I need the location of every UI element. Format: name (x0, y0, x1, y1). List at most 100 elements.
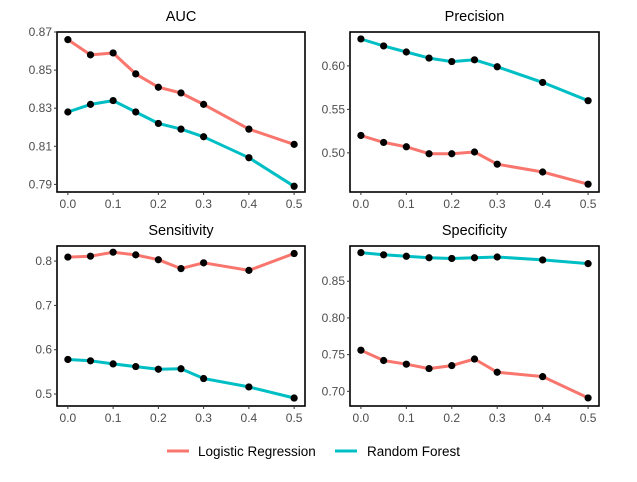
data-point-logistic-regression (177, 265, 185, 273)
data-point-random-forest (357, 249, 365, 257)
y-tick-label: 0.83 (29, 101, 53, 115)
data-point-logistic-regression (493, 368, 501, 376)
data-point-logistic-regression (584, 180, 592, 188)
data-point-random-forest (200, 133, 208, 141)
panel-title: AUC (166, 9, 197, 25)
data-point-random-forest (132, 108, 140, 116)
data-point-logistic-regression (245, 266, 253, 274)
panel-border (56, 31, 306, 193)
x-tick-label: 0.0 (353, 197, 370, 211)
x-tick-label: 0.0 (353, 411, 370, 425)
x-tick-label: 0.4 (534, 197, 551, 211)
y-tick-label: 0.85 (322, 274, 346, 288)
data-point-random-forest (380, 251, 388, 259)
data-point-logistic-regression (584, 394, 592, 402)
data-point-logistic-regression (448, 150, 456, 158)
panel-precision: Precision 0.50 0.55 0.60 0.0 0.1 0.2 0.3 0.4 0.5 (322, 9, 600, 211)
data-point-random-forest (357, 35, 365, 43)
data-point-random-forest (425, 254, 433, 262)
y-tick-label: 0.6 (35, 343, 52, 357)
data-point-logistic-regression (539, 168, 547, 176)
data-point-logistic-regression (448, 362, 456, 370)
x-tick-label: 0.2 (150, 411, 167, 425)
panel-border (349, 31, 600, 193)
data-point-random-forest (584, 260, 592, 268)
series-line-random-forest (360, 37, 589, 103)
x-tick-label: 0.1 (105, 197, 122, 211)
data-point-logistic-regression (425, 364, 433, 373)
data-point-random-forest (177, 365, 185, 373)
series-line-logistic-regression (360, 134, 589, 186)
x-tick-label: 0.3 (489, 411, 506, 425)
data-point-logistic-regression (402, 360, 410, 368)
data-point-logistic-regression (154, 83, 162, 91)
x-tick-label: 0.3 (195, 197, 212, 211)
data-point-logistic-regression (132, 251, 140, 259)
data-point-logistic-regression (539, 373, 547, 381)
data-point-random-forest (448, 57, 456, 66)
data-point-random-forest (245, 383, 253, 391)
series-line-random-forest (67, 99, 295, 188)
data-point-random-forest (64, 108, 72, 116)
x-tick-label: 0.3 (489, 197, 506, 211)
panel-border (56, 245, 306, 407)
x-tick-label: 0.3 (195, 411, 212, 425)
x-tick-label: 0.1 (105, 411, 122, 425)
data-point-random-forest (402, 48, 410, 56)
data-point-logistic-regression (132, 70, 140, 78)
x-tick-label: 0.0 (60, 411, 77, 425)
y-tick-label: 0.70 (322, 384, 346, 398)
x-tick-label: 0.1 (398, 197, 415, 211)
data-point-random-forest (177, 125, 185, 133)
x-tick-label: 0.4 (534, 411, 551, 425)
data-point-random-forest (290, 182, 298, 190)
data-point-logistic-regression (86, 252, 95, 260)
data-point-random-forest (539, 256, 547, 264)
y-tick-label: 0.7 (35, 298, 52, 312)
data-point-logistic-regression (357, 346, 365, 354)
data-point-random-forest (154, 119, 162, 128)
data-point-random-forest (425, 54, 433, 62)
legend-label-logistic-regression: Logistic Regression (198, 444, 316, 459)
data-point-logistic-regression (380, 138, 388, 147)
data-point-logistic-regression (109, 248, 117, 256)
y-tick-label: 0.5 (35, 387, 52, 401)
y-tick-label: 0.8 (35, 254, 52, 268)
panel-auc: AUC 0.79 0.81 0.83 0.85 0.87 0.0 0.1 0.2 0.3 0.4 0.… (29, 9, 306, 211)
x-tick-label: 0.2 (443, 411, 460, 425)
data-point-logistic-regression (290, 140, 298, 148)
x-tick-label: 0.5 (286, 411, 303, 425)
data-point-random-forest (448, 254, 456, 263)
data-point-logistic-regression (64, 253, 72, 261)
x-tick-label: 0.0 (60, 197, 77, 211)
y-tick-label: 0.79 (29, 177, 53, 191)
panel-specificity: Specificity 0.70 0.75 0.80 0.85 0.0 0.1 0.2 0.3 0… (322, 223, 600, 425)
data-point-random-forest (539, 78, 547, 87)
data-point-random-forest (154, 365, 162, 373)
data-point-random-forest (86, 357, 95, 365)
data-point-logistic-regression (425, 150, 433, 158)
data-point-random-forest (470, 254, 479, 262)
y-tick-label: 0.81 (29, 139, 53, 153)
legend-label-random-forest: Random Forest (367, 444, 460, 459)
x-tick-label: 0.4 (241, 411, 258, 425)
data-point-random-forest (470, 56, 479, 64)
data-point-random-forest (109, 96, 117, 105)
data-point-logistic-regression (470, 148, 479, 156)
data-point-random-forest (64, 355, 72, 364)
x-tick-label: 0.2 (150, 197, 167, 211)
y-tick-label: 0.55 (322, 102, 346, 116)
data-point-logistic-regression (493, 160, 501, 168)
data-point-random-forest (380, 42, 388, 50)
panel-title: Sensitivity (148, 223, 214, 239)
data-point-logistic-regression (357, 131, 365, 140)
data-point-logistic-regression (200, 259, 208, 267)
data-point-logistic-regression (109, 49, 117, 57)
x-tick-label: 0.5 (580, 197, 597, 211)
panel-title: Precision (445, 9, 505, 25)
data-point-random-forest (402, 252, 410, 260)
data-point-random-forest (290, 394, 298, 402)
data-point-logistic-regression (290, 249, 298, 258)
panel-sensitivity: Sensitivity 0.5 0.6 0.7 0.8 0.0 0.1 0.2 0.3 0.4 0.… (35, 223, 306, 425)
